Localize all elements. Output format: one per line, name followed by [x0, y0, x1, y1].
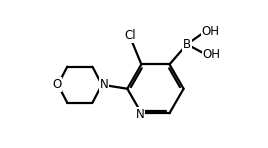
Text: N: N: [136, 108, 144, 121]
Text: O: O: [52, 78, 61, 91]
Text: Cl: Cl: [125, 29, 136, 42]
Text: OH: OH: [202, 25, 219, 38]
Text: B: B: [183, 38, 191, 51]
Text: N: N: [100, 78, 108, 91]
Text: OH: OH: [203, 49, 221, 61]
